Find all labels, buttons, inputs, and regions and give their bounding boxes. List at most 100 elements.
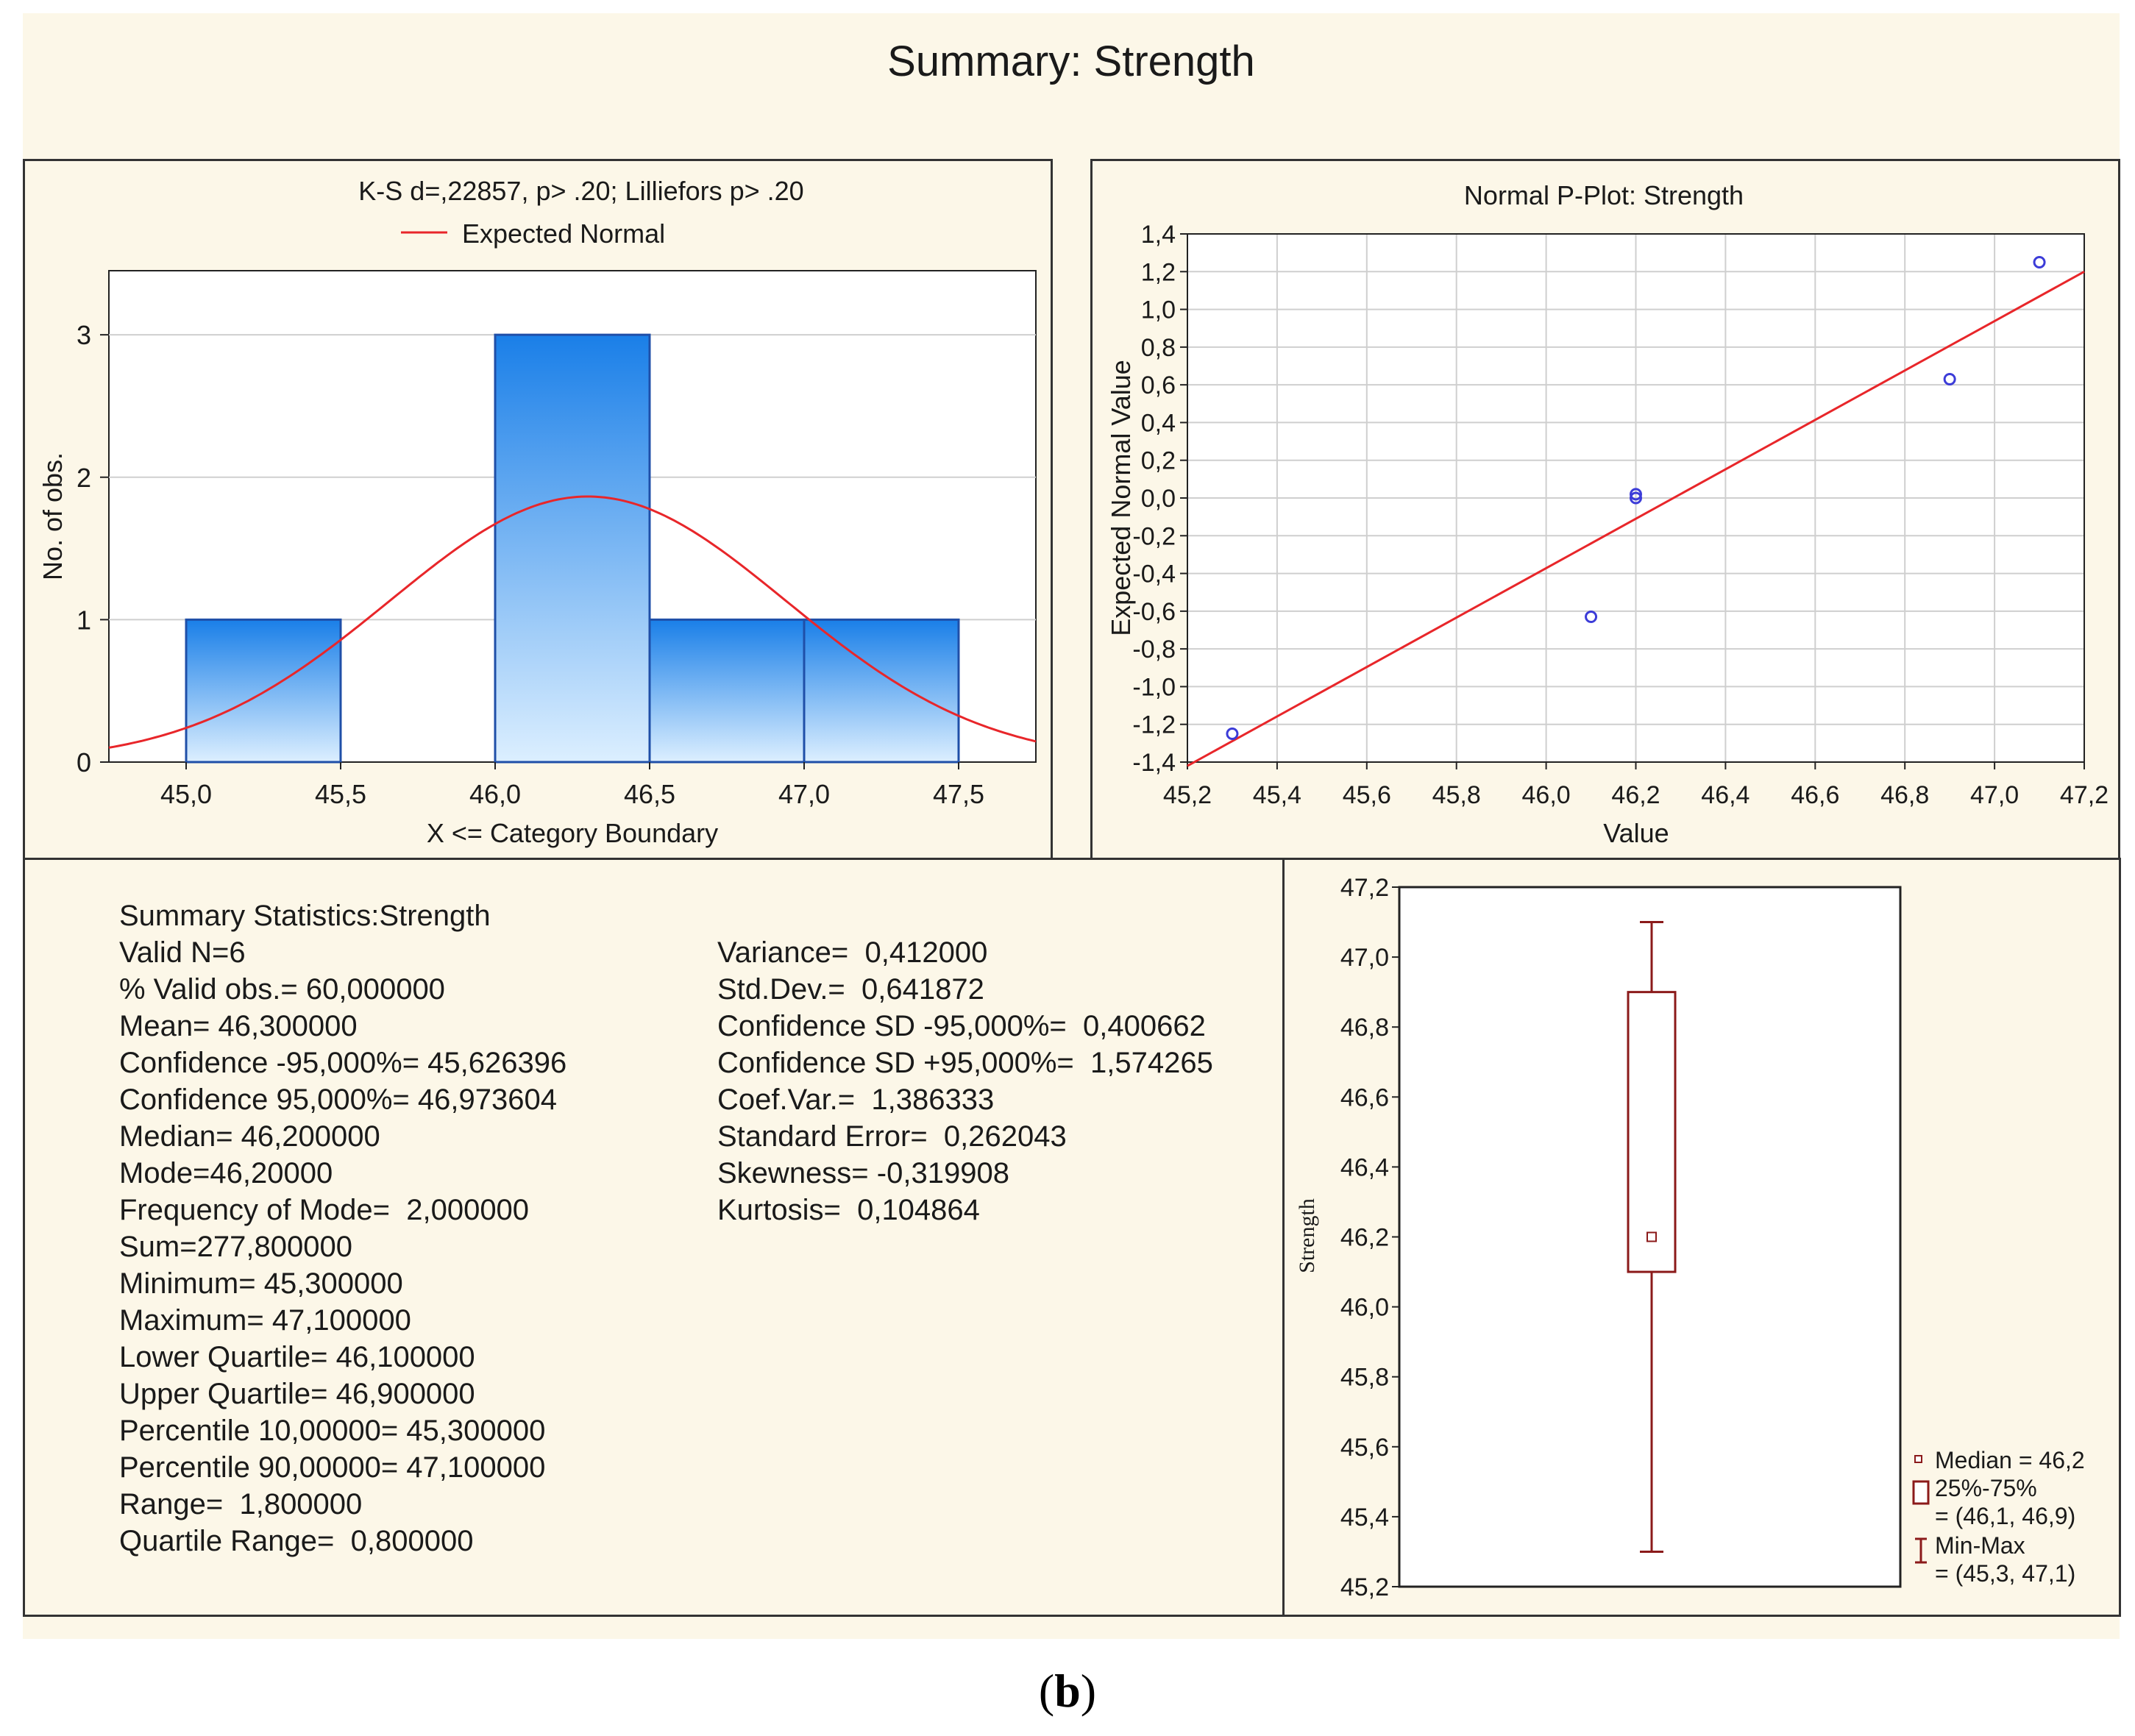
stat-line: Lower Quartile= 46,100000 — [119, 1341, 475, 1373]
pplot-point — [1226, 728, 1239, 741]
histogram-x-tick-label: 46,0 — [469, 779, 521, 809]
histogram-y-axis-label: No. of obs. — [38, 452, 68, 580]
caption-letter: b — [1054, 1665, 1081, 1717]
boxplot-y-tick-label: 45,6 — [1340, 1434, 1389, 1462]
histogram-bar — [648, 618, 806, 764]
pplot-y-tick-label: 0,8 — [1141, 334, 1176, 362]
stat-line: Median= 46,200000 — [119, 1120, 380, 1153]
boxplot-y-axis-label: Strength — [1295, 1198, 1319, 1273]
pplot-y-tick-label: -1,4 — [1132, 749, 1176, 777]
stat-line: Mode=46,20000 — [119, 1157, 333, 1189]
legend-box-sub: = (46,1, 46,9) — [1935, 1503, 2075, 1529]
stat-line: Sum=277,800000 — [119, 1231, 352, 1263]
pplot-x-tick-label: 46,8 — [1880, 781, 1929, 809]
boxplot-box — [1627, 991, 1677, 1273]
stat-line: Coef.Var.= 1,386333 — [717, 1084, 995, 1116]
summary-statistics-right: Variance= 0,412000 Std.Dev.= 0,641872 Conf… — [717, 934, 1213, 1228]
pplot-x-tick-label: 46,2 — [1611, 781, 1660, 809]
histogram-bar — [185, 618, 342, 764]
stat-line: Kurtosis= 0,104864 — [717, 1194, 980, 1226]
stat-line: Skewness= -0,319908 — [717, 1157, 1009, 1189]
pplot-reference-line — [1187, 270, 2085, 767]
figure-caption: (b) — [0, 1664, 2135, 1718]
stat-line: Frequency of Mode= 2,000000 — [119, 1194, 530, 1226]
stat-line: Valid N=6 — [119, 936, 246, 969]
boxplot-y-tick-label: 47,0 — [1340, 944, 1389, 972]
histogram-y-tick-label: 0 — [77, 747, 91, 778]
legend-range-sub: = (45,3, 47,1) — [1935, 1560, 2075, 1587]
caption-close: ) — [1080, 1665, 1097, 1717]
stat-line: Confidence SD +95,000%= 1,574265 — [717, 1047, 1213, 1079]
pplot-x-tick-label: 46,6 — [1791, 781, 1839, 809]
pplot-point — [1585, 611, 1598, 624]
pplot-y-tick-label: -0,6 — [1132, 598, 1176, 626]
boxplot-y-tick-label: 45,4 — [1340, 1504, 1389, 1532]
pplot-y-tick-label: -0,8 — [1132, 636, 1176, 664]
figure-title: Summary: Strength — [887, 38, 1255, 85]
pplot-y-tick-label: -0,2 — [1132, 522, 1176, 550]
stat-line: Quartile Range= 0,800000 — [119, 1525, 474, 1557]
pplot-point — [1630, 491, 1642, 505]
boxplot-median-marker — [1646, 1231, 1657, 1242]
legend-median-swatch — [1914, 1455, 1922, 1463]
expected-normal-curve — [108, 495, 1037, 749]
pplot-x-tick-label: 47,0 — [1970, 781, 2019, 809]
pplot-x-tick-label: 45,4 — [1253, 781, 1301, 809]
pplot-x-tick-label: 47,2 — [2060, 781, 2109, 809]
stat-line: Percentile 10,00000= 45,300000 — [119, 1415, 546, 1447]
histogram-x-tick-label: 47,0 — [778, 779, 830, 809]
pplot-y-tick-label: 0,0 — [1141, 485, 1176, 513]
stat-line: Maximum= 47,100000 — [119, 1304, 411, 1337]
histogram-x-tick-label: 45,5 — [315, 779, 366, 809]
histogram-y-tick-label: 3 — [77, 320, 91, 350]
legend-range-label: Min-Max — [1935, 1532, 2025, 1559]
pplot-point — [1630, 488, 1642, 501]
pplot-x-axis-label: Value — [1603, 818, 1669, 848]
stat-line: Percentile 90,00000= 47,100000 — [119, 1451, 546, 1484]
pplot-y-axis-label: Expected Normal Value — [1106, 360, 1136, 636]
legend-normal-label: Expected Normal — [462, 218, 665, 249]
pplot-point — [2033, 255, 2046, 268]
histogram-bar — [494, 333, 651, 764]
stat-line: Variance= 0,412000 — [717, 936, 988, 969]
pplot-y-tick-label: 0,4 — [1141, 409, 1176, 437]
histogram-bar — [803, 618, 960, 764]
pplot-y-tick-label: 0,2 — [1141, 447, 1176, 475]
boxplot-y-tick-label: 46,2 — [1340, 1224, 1389, 1252]
legend-box-swatch — [1912, 1480, 1930, 1505]
stat-line: Standard Error= 0,262043 — [717, 1120, 1067, 1153]
stat-line: Minimum= 45,300000 — [119, 1267, 403, 1300]
histogram-y-tick-label: 1 — [77, 605, 91, 635]
boxplot-y-tick-label: 45,2 — [1340, 1573, 1389, 1601]
boxplot-y-tick-label: 46,4 — [1340, 1153, 1389, 1181]
pplot-x-tick-label: 46,4 — [1701, 781, 1749, 809]
pplot-x-tick-label: 46,0 — [1522, 781, 1571, 809]
pplot-x-tick-label: 45,8 — [1432, 781, 1481, 809]
boxplot-y-tick-label: 46,8 — [1340, 1014, 1389, 1042]
histogram-x-tick-label: 46,5 — [624, 779, 675, 809]
summary-statistics-left: Summary Statistics:Strength Valid N=6 % Va… — [119, 897, 566, 1559]
histogram-x-tick-label: 45,0 — [160, 779, 212, 809]
pplot-y-tick-label: -1,0 — [1132, 673, 1176, 701]
pplot-x-tick-label: 45,6 — [1343, 781, 1391, 809]
boxplot-y-tick-label: 46,0 — [1340, 1294, 1389, 1322]
histogram-title: K-S d=,22857, p> .20; Lilliefors p> .20 — [358, 176, 803, 206]
boxplot-y-tick-label: 46,6 — [1340, 1084, 1389, 1111]
stat-line: Range= 1,800000 — [119, 1488, 363, 1520]
pplot-y-tick-label: 1,0 — [1141, 296, 1176, 324]
stat-line: Summary Statistics:Strength — [119, 900, 491, 932]
pplot-frame — [1187, 233, 2085, 763]
histogram-x-tick-label: 47,5 — [933, 779, 984, 809]
pplot-y-tick-label: 1,4 — [1141, 221, 1176, 249]
boxplot-y-tick-label: 45,8 — [1340, 1364, 1389, 1392]
stat-line: Confidence SD -95,000%= 0,400662 — [717, 1010, 1206, 1042]
histogram-x-axis-label: X <= Category Boundary — [427, 818, 718, 848]
stat-line: Confidence 95,000%= 46,973604 — [119, 1084, 557, 1116]
stat-line: % Valid obs.= 60,000000 — [119, 973, 445, 1006]
summary-statistics-panel — [23, 858, 1288, 1617]
stat-line: Upper Quartile= 46,900000 — [119, 1378, 475, 1410]
caption-open: ( — [1038, 1665, 1055, 1717]
boxplot-y-tick-label: 47,2 — [1340, 874, 1389, 902]
histogram-y-tick-label: 2 — [77, 463, 91, 493]
